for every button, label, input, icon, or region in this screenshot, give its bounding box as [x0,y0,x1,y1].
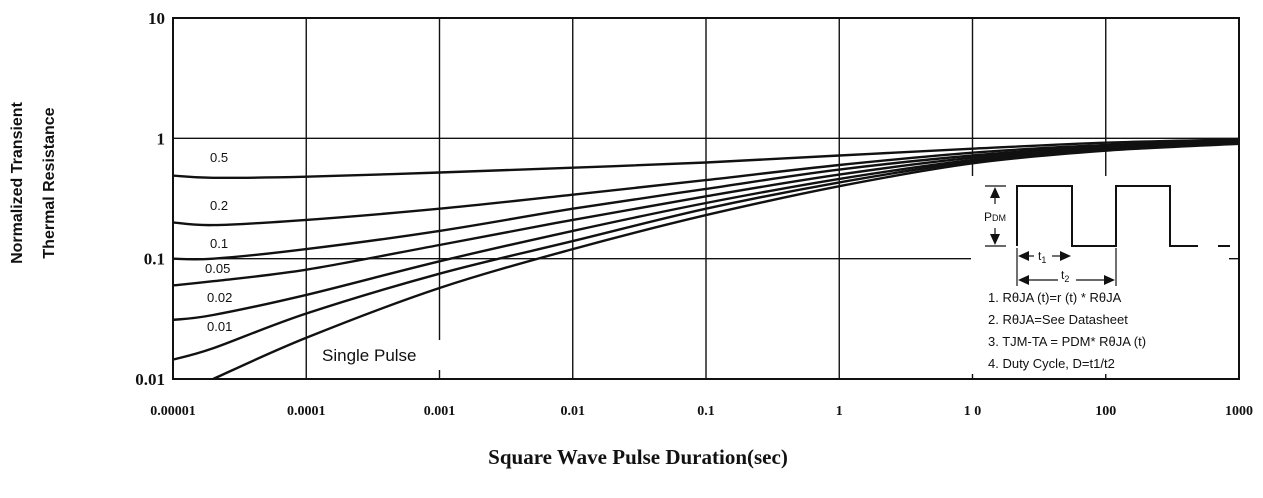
note-3: 3. TJM-TA = PDM* RθJA (t) [988,334,1146,349]
x-axis-label: Square Wave Pulse Duration(sec) [488,445,788,469]
series-line [172,139,1240,227]
series-line [172,141,1240,322]
curves [172,138,1240,381]
y-tick-labels: 0.01 0.1 1 10 [135,9,165,389]
series-line [172,138,1240,180]
series-line [212,142,1240,381]
pulse-waveform [1016,185,1198,247]
arrow-up-icon [990,187,1000,198]
curve-label: 0.02 [207,290,232,305]
y-tick-label: 0.01 [135,370,165,389]
x-tick-label: 0.01 [561,404,586,419]
curve-label: 0.1 [210,236,228,251]
y-axis-label-line-2: Thermal Resistance [41,107,58,258]
arrow-right-icon [1060,251,1071,261]
arrow-right-icon [1104,275,1115,285]
single-pulse-annotation: Single Pulse [322,346,417,365]
arrow-left-icon [1018,275,1029,285]
curve-labels: 0.5 0.2 0.1 0.05 0.02 0.01 [205,150,232,334]
x-tick-label: 0.00001 [150,404,196,419]
x-tick-label: 100 [1095,404,1116,419]
plot-frame [172,17,1240,380]
series-line [172,140,1240,287]
annotation-background [312,340,458,370]
y-axis-label-line-1: Normalized Transient [9,101,26,263]
arrow-left-icon [1018,251,1029,261]
x-tick-label: 1000 [1225,404,1253,419]
note-4: 4. Duty Cycle, D=t1/t2 [988,356,1115,371]
curve-label: 0.05 [205,261,230,276]
note-2: 2. RθJA=See Datasheet [988,312,1128,327]
pulse-inset: PDM t1 t2 1. RθJA (t)=r (t) * RθJA 2. Rθ… [971,176,1230,374]
series-line [172,140,1240,261]
x-tick-labels: 0.00001 0.0001 0.001 0.01 0.1 1 1 0 100 1000 [150,404,1253,419]
x-tick-label: 1 0 [964,404,982,419]
y-tick-label: 0.1 [144,250,165,269]
arrow-down-icon [990,234,1000,245]
y-tick-label: 1 [157,129,166,148]
x-tick-label: 0.1 [697,404,715,419]
t1-label: t1 [1038,249,1046,265]
x-tick-label: 0.001 [424,404,456,419]
inset-background [971,176,1229,374]
y-tick-label: 10 [148,9,165,28]
x-tick-label: 0.0001 [287,404,326,419]
x-tick-label: 1 [836,404,843,419]
curve-label: 0.01 [207,319,232,334]
curve-label: 0.2 [210,198,228,213]
t2-label: t2 [1061,268,1069,284]
pdm-label: PDM [984,210,1006,224]
note-1: 1. RθJA (t)=r (t) * RθJA [988,290,1122,305]
curve-label: 0.5 [210,150,228,165]
